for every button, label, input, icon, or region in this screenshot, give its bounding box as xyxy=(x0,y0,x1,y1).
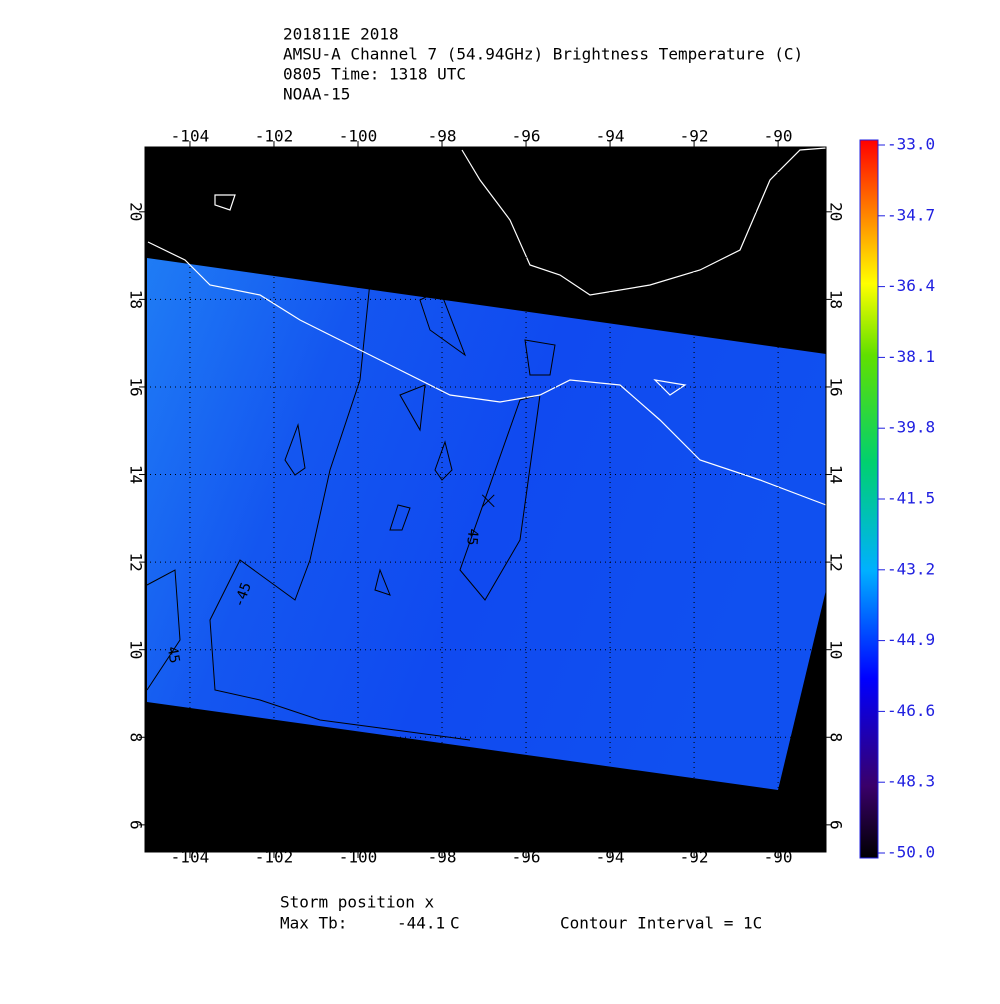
contour xyxy=(434,440,453,481)
y-tick-label: 8 xyxy=(127,732,146,742)
colorbar-label: -36.4 xyxy=(887,276,935,295)
y-tick-label: 8 xyxy=(827,732,846,742)
x-tick-label: -102 xyxy=(255,127,294,146)
contour xyxy=(284,423,306,476)
x-tick-label: -104 xyxy=(171,127,210,146)
y-tick-label: 14 xyxy=(827,465,846,484)
colorbar-label: -33.0 xyxy=(887,135,935,154)
storm-marker xyxy=(481,494,495,508)
max-tb-value: -44.1 xyxy=(397,914,445,933)
header: 201811E 2018 AMSU-A Channel 7 (54.94GHz)… xyxy=(283,25,803,104)
colorbar-label: -38.1 xyxy=(887,347,935,366)
contour-interval: Contour Interval = 1C xyxy=(560,914,762,933)
contour xyxy=(374,568,391,596)
y-tick-label: 12 xyxy=(827,552,846,571)
y-tick-label: 18 xyxy=(827,290,846,309)
y-tick-label: 6 xyxy=(127,820,146,830)
x-tick-label: -94 xyxy=(596,848,625,867)
y-tick-label: 18 xyxy=(127,290,146,309)
storm-position-note: Storm position x xyxy=(280,893,434,912)
x-tick-label: -98 xyxy=(428,127,457,146)
colorbar-label: -44.9 xyxy=(887,630,935,649)
contour xyxy=(389,504,411,531)
coastline xyxy=(461,147,827,296)
contour-label: 45 xyxy=(463,528,480,546)
colorbar-label: -39.8 xyxy=(887,418,935,437)
y-tick-label: 10 xyxy=(827,640,846,659)
contour xyxy=(419,289,467,357)
x-tick-label: -92 xyxy=(680,127,709,146)
contour xyxy=(524,339,556,376)
max-tb-label: Max Tb: xyxy=(280,914,347,933)
y-tick-label: 16 xyxy=(827,377,846,396)
x-tick-label: -100 xyxy=(339,848,378,867)
y-tick-label: 16 xyxy=(127,377,146,396)
x-tick-label: -90 xyxy=(764,127,793,146)
x-tick-label: -94 xyxy=(596,127,625,146)
y-tick-label: 20 xyxy=(827,202,846,221)
header-line: NOAA-15 xyxy=(283,85,350,104)
y-tick-label: 10 xyxy=(127,640,146,659)
colorbar-label: -48.3 xyxy=(887,772,935,791)
grid xyxy=(145,147,826,852)
x-tick-label: -104 xyxy=(171,848,210,867)
y-tick-label: 6 xyxy=(827,820,846,830)
contour xyxy=(399,384,426,432)
colorbar-label: -46.6 xyxy=(887,701,935,720)
header-line: 201811E 2018 xyxy=(283,25,399,44)
y-tick-label: 12 xyxy=(127,552,146,571)
y-tick-label: 20 xyxy=(127,202,146,221)
map-frame xyxy=(144,146,827,853)
x-tick-label: -90 xyxy=(764,848,793,867)
x-tick-label: -98 xyxy=(428,848,457,867)
coastlines xyxy=(147,147,827,506)
x-tick-label: -102 xyxy=(255,848,294,867)
x-tick-label: -92 xyxy=(680,848,709,867)
contour xyxy=(146,569,181,691)
header-line: AMSU-A Channel 7 (54.94GHz) Brightness T… xyxy=(283,45,803,64)
colorbar xyxy=(859,139,879,859)
island xyxy=(214,194,687,396)
x-tick-label: -96 xyxy=(512,848,541,867)
header-line: 0805 Time: 1318 UTC xyxy=(283,65,466,84)
coastline xyxy=(147,241,827,506)
y-tick-label: 14 xyxy=(127,465,146,484)
colorbar-label: -34.7 xyxy=(887,205,935,224)
colorbar-label: -43.2 xyxy=(887,559,935,578)
x-tick-label: -96 xyxy=(512,127,541,146)
colorbar-label: -41.5 xyxy=(887,489,935,508)
contour xyxy=(209,281,471,741)
max-tb-unit: C xyxy=(450,914,460,933)
colorbar-label: -50.0 xyxy=(887,843,935,862)
contour-label: 45 xyxy=(164,645,183,664)
swath xyxy=(147,258,826,790)
x-tick-label: -100 xyxy=(339,127,378,146)
